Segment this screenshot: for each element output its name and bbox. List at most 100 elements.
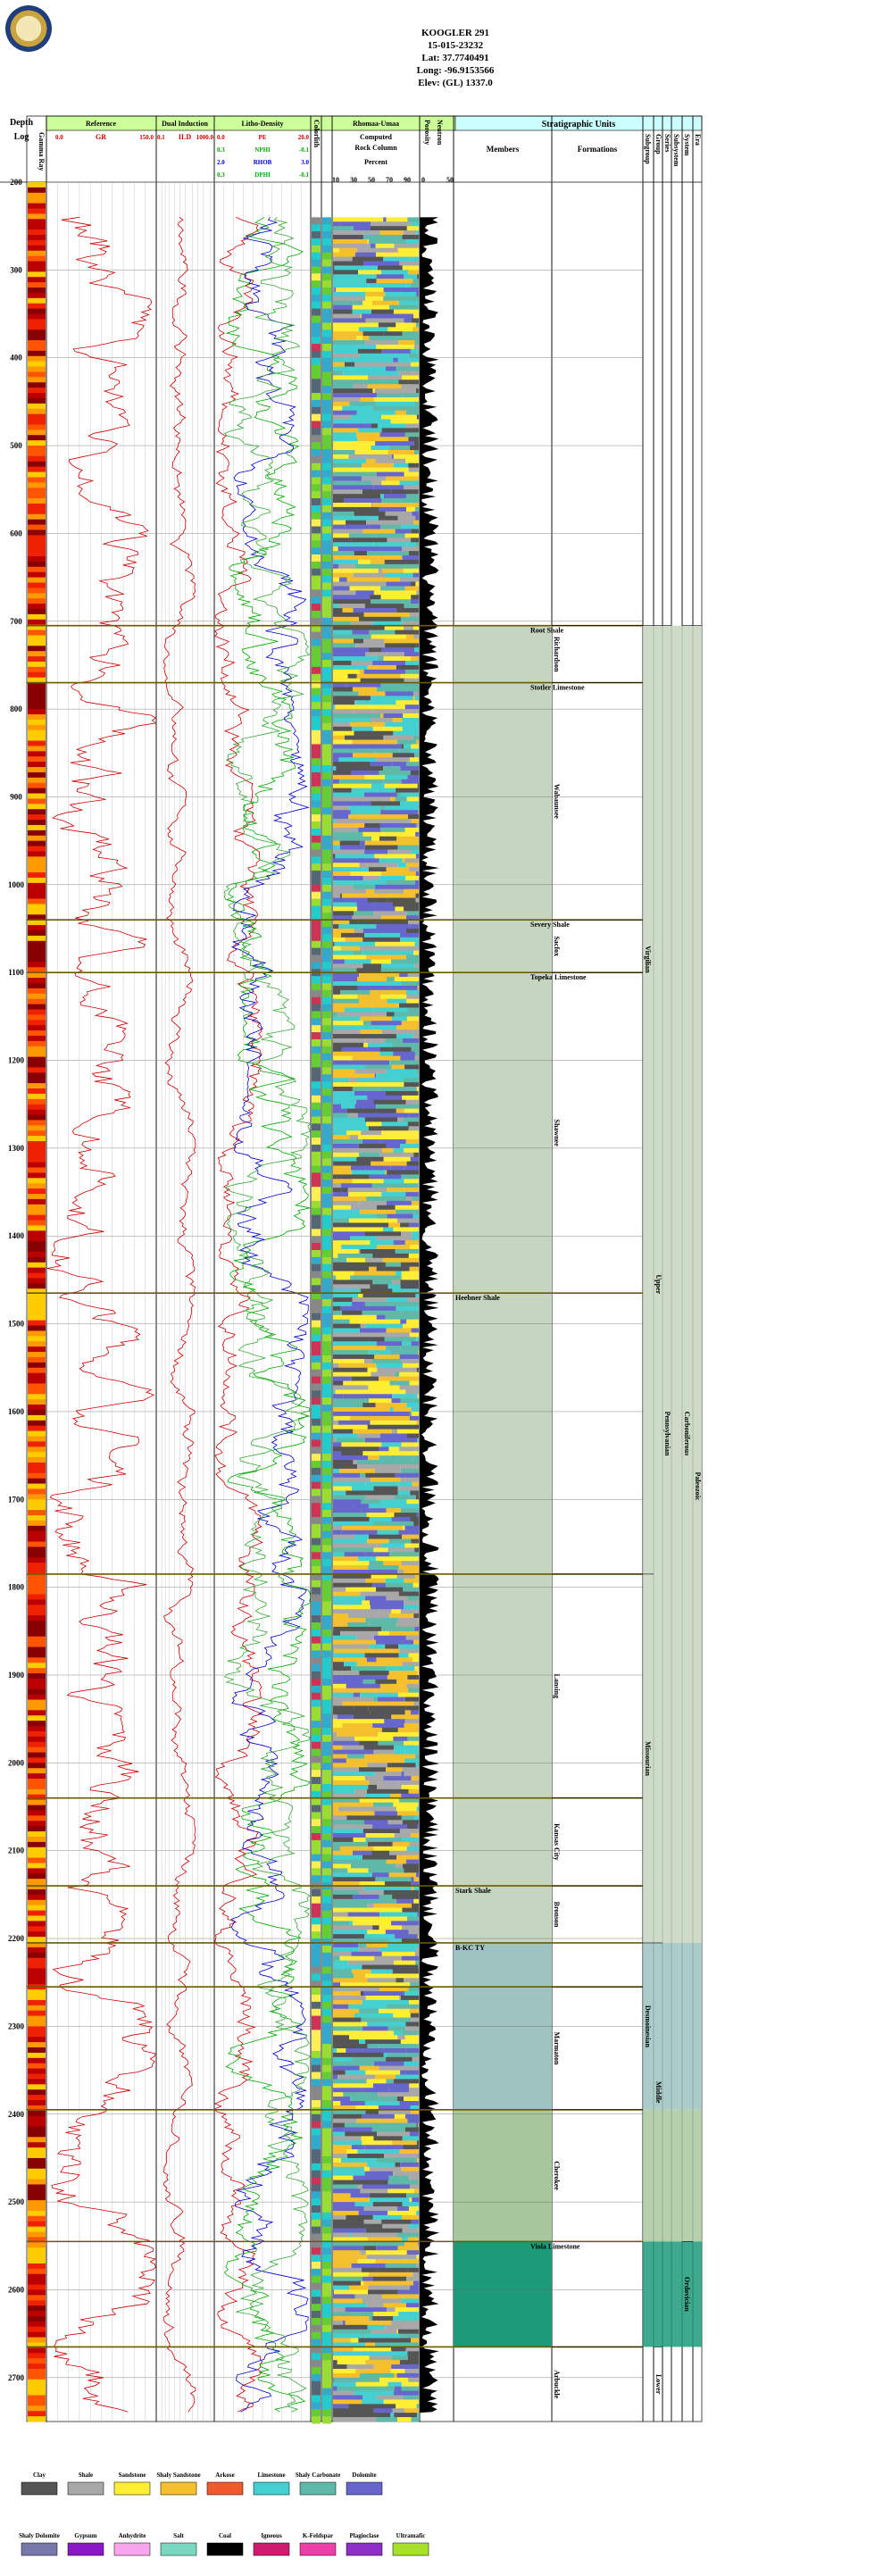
rock-column-cell — [387, 1213, 413, 1219]
rock-column-cell — [379, 858, 403, 863]
rock-column-cell — [396, 1679, 419, 1685]
colorlith-cell — [312, 800, 321, 808]
rock-column-cell — [363, 2246, 377, 2251]
rock-column-cell — [392, 2408, 404, 2413]
colorlith-cell — [312, 343, 321, 352]
rock-column-cell — [333, 792, 364, 797]
rock-column-cell — [372, 616, 401, 622]
rock-column-cell — [352, 2056, 387, 2063]
formations-header: Formations — [578, 145, 618, 154]
gamma-ray-cell — [28, 935, 46, 942]
rock-column-cell — [404, 1855, 419, 1860]
rock-column-cell — [333, 1257, 347, 1263]
colorlith-cell — [312, 1180, 321, 1188]
gamma-ray-cell — [28, 1915, 46, 1922]
rock-column-cell — [388, 1284, 401, 1289]
rock-column-cell — [388, 1938, 402, 1944]
colorlith-strip-cell — [322, 540, 331, 548]
rock-column-cell — [402, 546, 410, 552]
rock-column-cell — [392, 762, 406, 767]
rock-column-cell — [333, 1630, 341, 1637]
rock-column-cell — [333, 1328, 360, 1333]
colorlith-cell — [312, 877, 321, 886]
rock-column-cell — [346, 2364, 374, 2370]
rock-column-cell — [410, 599, 419, 604]
rock-column-cell — [356, 1635, 374, 1640]
gamma-ray-cell — [28, 2121, 46, 2128]
rock-column-cell — [413, 1152, 419, 1158]
rock-column-cell — [340, 221, 371, 227]
rock-column-cell — [346, 682, 381, 688]
colorlith-cell — [312, 379, 321, 387]
rock-column-cell — [353, 1837, 366, 1843]
rock-column-cell — [375, 441, 409, 446]
colorlith-strip-cell — [322, 1664, 331, 1672]
rock-column-cell — [403, 1978, 419, 1983]
colorlith-strip-cell — [322, 1643, 331, 1651]
colorlith-strip-cell — [322, 259, 331, 267]
colorlith-strip-cell — [322, 744, 331, 752]
rock-column-cell — [346, 1490, 398, 1496]
rock-column-cell — [380, 810, 419, 815]
rock-column-cell — [333, 1635, 357, 1640]
rock-column-cell — [386, 1596, 408, 1601]
rock-column-cell — [333, 814, 349, 820]
rock-column-cell — [404, 1710, 411, 1715]
rock-column-cell — [380, 994, 407, 999]
rock-column-cell — [415, 515, 419, 521]
gamma-ray-cell — [28, 1783, 46, 1790]
rock-column-cell — [413, 1877, 419, 1882]
colorlith-cell — [312, 1025, 321, 1033]
rock-column-cell — [333, 1135, 350, 1140]
rock-column-cell — [413, 313, 419, 319]
rock-column-cell — [394, 2386, 402, 2391]
rock-column-cell — [350, 2193, 370, 2198]
colorlith-strip-cell — [322, 1594, 331, 1602]
colorlith-cell — [312, 2268, 321, 2277]
rock-column-cell — [354, 1788, 367, 1795]
rock-column-cell — [403, 1078, 419, 1083]
colorlith-cell — [312, 470, 321, 478]
rock-column-cell — [405, 762, 419, 767]
gamma-ray-cell — [28, 1910, 46, 1916]
gamma-ray-cell — [28, 1995, 46, 2001]
rock-column-cell — [399, 972, 408, 978]
rock-column-cell — [404, 2408, 419, 2413]
rock-column-cell — [333, 2013, 355, 2018]
rock-column-cell — [393, 902, 419, 907]
colorlith-cell — [312, 1615, 321, 1623]
rock-column-cell — [405, 915, 419, 921]
depth-label-400: 400 — [10, 354, 22, 363]
rock-column-cell — [333, 572, 354, 578]
rock-column-cell — [416, 2140, 419, 2146]
gamma-ray-cell — [28, 1757, 46, 1763]
rock-column-cell — [383, 217, 387, 222]
rock-column-cell — [333, 801, 364, 806]
rock-column-cell — [351, 661, 373, 666]
rock-column-cell — [345, 2307, 387, 2313]
colorlith-strip-cell — [322, 1959, 331, 1968]
rock-column-cell — [333, 1495, 366, 1500]
colorlith-cell — [312, 638, 321, 646]
rock-column-cell — [396, 353, 409, 359]
gamma-ray-cell — [28, 877, 46, 884]
rock-column-cell — [397, 1451, 419, 1456]
rock-column-cell — [390, 1165, 404, 1171]
rock-column-cell — [349, 1921, 353, 1926]
rock-column-cell — [404, 744, 412, 749]
rock-column-cell — [411, 2219, 419, 2225]
rock-column-cell — [364, 1038, 386, 1044]
colorlith-strip-cell — [322, 2072, 331, 2080]
colorlith-cell — [312, 673, 321, 682]
rock-column-cell — [333, 1793, 365, 1798]
rock-column-cell — [376, 2395, 404, 2400]
rock-column-cell — [369, 1561, 384, 1566]
pe-label: PE — [259, 134, 267, 141]
rock-column-cell — [399, 577, 419, 582]
rock-column-cell — [343, 1964, 362, 1970]
rock-column-cell — [401, 1358, 419, 1364]
rock-column-cell — [344, 1552, 366, 1557]
rock-column-cell — [396, 1034, 404, 1039]
rock-column-cell — [402, 1820, 419, 1825]
rock-column-cell — [403, 1025, 419, 1030]
